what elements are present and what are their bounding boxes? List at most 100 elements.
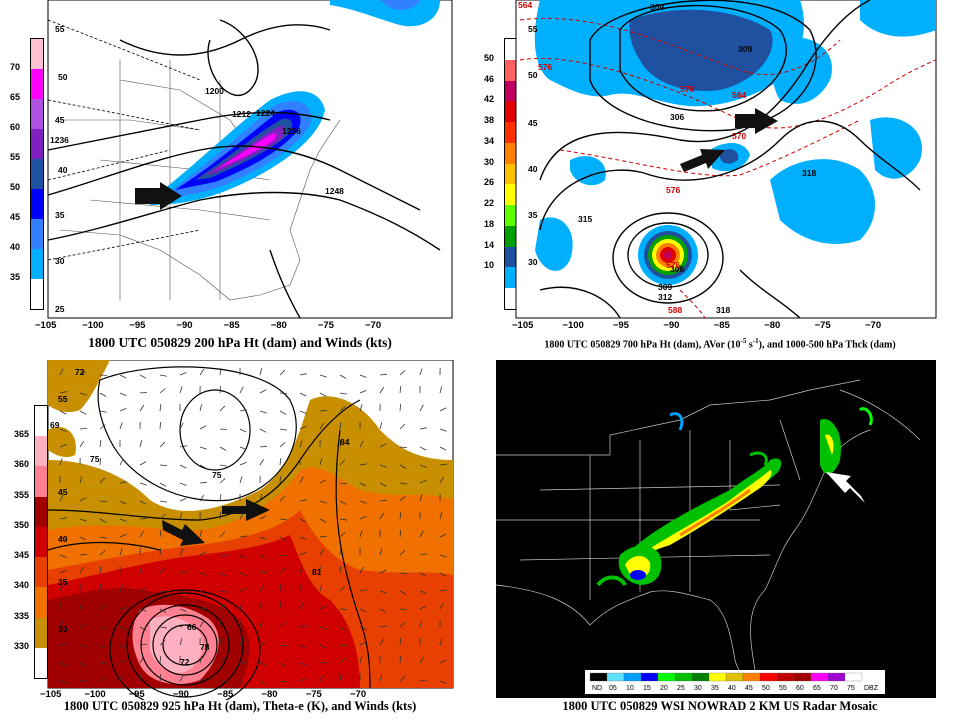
- wind-barb: [59, 391, 67, 394]
- wind-label: 35: [55, 210, 65, 220]
- wind-barb: [399, 675, 406, 682]
- wind-barb: [59, 620, 64, 628]
- wind-barb: [319, 535, 327, 538]
- wind-barb: [439, 554, 447, 558]
- colorbar-label: 42: [484, 94, 495, 105]
- wind-barb: [379, 608, 387, 613]
- wind-barb: [99, 500, 108, 503]
- arrow-icon: [162, 520, 205, 546]
- wind-barb: [279, 621, 286, 628]
- wind-barb: [359, 641, 367, 646]
- thickness-label: 588: [668, 305, 682, 315]
- contour-label: 66: [187, 622, 197, 632]
- wind-barb: [239, 680, 247, 685]
- wind-barb: [279, 392, 288, 395]
- radar-legend-swatch: [657, 672, 676, 682]
- wind-barb: [79, 566, 85, 574]
- colorbar-700hpa: [504, 38, 518, 310]
- colorbar-label: 45: [10, 212, 21, 222]
- colorbar-label: 14: [484, 239, 495, 250]
- wind-barb: [399, 370, 406, 376]
- colorbar-label: 55: [10, 152, 21, 162]
- wind-barb: [139, 643, 147, 646]
- wind-barb: [219, 680, 227, 683]
- wind-barb: [279, 495, 286, 502]
- radar-legend-label: 15: [643, 685, 651, 692]
- wind-barb: [239, 446, 247, 450]
- wind-barb: [439, 659, 447, 664]
- wind-barb: [179, 608, 187, 612]
- contour-label: 309: [658, 282, 672, 292]
- wind-barb: [79, 497, 87, 502]
- wind-barb: [299, 662, 307, 666]
- wind-barb: [359, 608, 367, 613]
- wind-barb: [99, 477, 106, 484]
- wind-barb: [239, 409, 247, 412]
- wind-barb: [79, 536, 87, 541]
- wind-barb: [219, 511, 222, 520]
- wind-barb: [299, 566, 303, 574]
- x-tick-label: −100: [562, 320, 583, 330]
- wind-barb: [139, 587, 147, 592]
- thickness-label: 564: [732, 90, 746, 100]
- x-tick-label: −85: [217, 689, 234, 700]
- wind-barb: [379, 590, 387, 594]
- radar-legend-swatch: [589, 672, 608, 682]
- wind-barb: [59, 643, 67, 646]
- wind-barb: [139, 404, 145, 412]
- wind-barb: [339, 482, 348, 485]
- colorbar-label: 70: [10, 62, 21, 72]
- lat-label: 40: [528, 164, 538, 174]
- wind-barb: [199, 572, 207, 576]
- wind-barb: [199, 607, 207, 610]
- caption-sup: -1: [752, 337, 759, 345]
- wind-barb: [239, 476, 243, 484]
- wind-barb: [419, 605, 427, 610]
- colorbar-swatch: [31, 219, 43, 249]
- wind-barb: [139, 566, 143, 574]
- wind-barb: [179, 372, 187, 376]
- contour-label: 1236: [50, 135, 69, 145]
- thickness-label: 576: [666, 260, 680, 270]
- wind-barb: [79, 371, 87, 376]
- panel-200hpa: 70 65 60 55 50 45 40 35: [0, 0, 480, 350]
- wind-barb: [119, 500, 127, 505]
- wind-barb: [339, 673, 342, 682]
- x-tick-label: −90: [663, 320, 679, 330]
- x-tick-label: −100: [82, 320, 103, 330]
- radar-legend-label: 30: [694, 685, 702, 692]
- wind-barb: [119, 644, 127, 648]
- colorbar-swatch: [505, 288, 517, 309]
- radar-legend-swatch: [844, 672, 863, 682]
- wind-barb: [359, 626, 367, 630]
- wind-barb: [219, 572, 227, 577]
- wind-barb: [319, 479, 327, 484]
- wind-barb: [219, 428, 228, 431]
- x-tick-label: −95: [613, 320, 630, 330]
- wind-barb: [319, 661, 327, 664]
- colorbar-swatch: [505, 59, 517, 81]
- wind-barb: [219, 494, 222, 502]
- wind-barb: [159, 590, 168, 593]
- wind-barb: [439, 602, 444, 610]
- wind-barb: [419, 368, 423, 376]
- wind-barb: [79, 410, 87, 415]
- wind-barb: [219, 604, 226, 610]
- wind-barb: [119, 374, 127, 379]
- wind-barb: [179, 386, 183, 394]
- wind-barb: [99, 392, 107, 397]
- wind-barb: [379, 422, 383, 430]
- wind-barb: [259, 641, 267, 646]
- x-tick-label: −85: [714, 320, 731, 330]
- wind-barb: [359, 500, 367, 504]
- thickness-label: 564: [518, 0, 532, 10]
- wind-barb: [199, 551, 207, 556]
- colorbar-label: 30: [484, 156, 495, 167]
- colorbar-swatch: [35, 406, 47, 437]
- wind-barb: [439, 386, 443, 394]
- wind-barb: [399, 386, 402, 394]
- wind-barb: [399, 572, 407, 575]
- x-tick-label: −90: [173, 689, 189, 700]
- caption-radar: 1800 UTC 050829 WSI NOWRAD 2 KM US Radar…: [562, 699, 878, 713]
- wind-barb: [219, 554, 228, 557]
